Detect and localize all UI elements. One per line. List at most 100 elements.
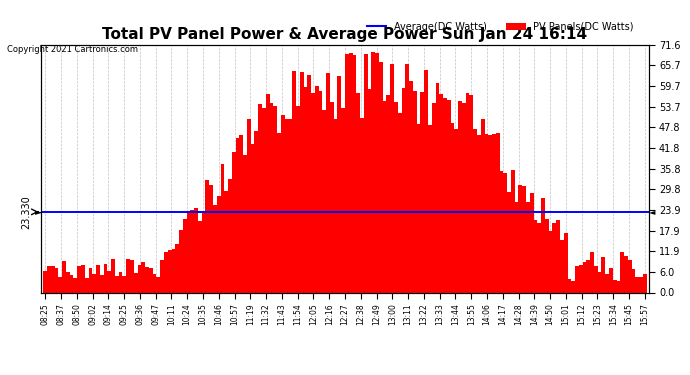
Bar	[409, 81, 413, 292]
Bar	[228, 179, 232, 292]
Bar	[500, 171, 504, 292]
Bar	[571, 280, 575, 292]
Bar	[326, 73, 330, 292]
Bar	[201, 213, 206, 292]
Bar	[258, 104, 262, 292]
Bar	[530, 193, 533, 292]
Bar	[511, 170, 515, 292]
Bar	[635, 277, 639, 292]
Bar	[319, 91, 322, 292]
Bar	[111, 259, 115, 292]
Bar	[504, 172, 507, 292]
Bar	[73, 278, 77, 292]
Bar	[235, 138, 239, 292]
Bar	[443, 98, 447, 292]
Bar	[190, 210, 194, 292]
Text: ►: ►	[35, 207, 41, 216]
Bar	[217, 196, 221, 292]
Bar	[47, 266, 51, 292]
Bar	[481, 119, 484, 292]
Bar	[553, 222, 556, 292]
Bar	[605, 274, 609, 292]
Bar	[631, 269, 635, 292]
Bar	[100, 275, 104, 292]
Bar	[620, 252, 624, 292]
Bar	[375, 53, 379, 292]
Bar	[255, 130, 258, 292]
Bar	[428, 126, 432, 292]
Bar	[541, 198, 545, 292]
Text: ◄: ◄	[649, 207, 655, 216]
Bar	[617, 281, 620, 292]
Bar	[273, 106, 277, 292]
Bar	[417, 124, 420, 292]
Bar	[88, 268, 92, 292]
Bar	[250, 144, 255, 292]
Bar	[458, 101, 462, 292]
Bar	[70, 275, 73, 292]
Bar	[386, 95, 391, 292]
Bar	[179, 230, 183, 292]
Bar	[296, 106, 299, 292]
Bar	[432, 104, 435, 292]
Bar	[394, 102, 398, 292]
Legend: Average(DC Watts), PV Panels(DC Watts): Average(DC Watts), PV Panels(DC Watts)	[363, 18, 638, 36]
Bar	[484, 134, 489, 292]
Bar	[119, 272, 123, 292]
Bar	[575, 266, 579, 292]
Bar	[126, 260, 130, 292]
Bar	[455, 129, 458, 292]
Bar	[168, 250, 172, 292]
Bar	[149, 268, 152, 292]
Bar	[104, 264, 108, 292]
Bar	[85, 278, 88, 292]
Bar	[613, 280, 617, 292]
Bar	[594, 266, 598, 292]
Bar	[492, 134, 496, 292]
Bar	[549, 231, 553, 292]
Bar	[77, 266, 81, 292]
Bar	[405, 64, 409, 292]
Bar	[342, 108, 345, 292]
Bar	[292, 70, 296, 292]
Bar	[545, 219, 549, 292]
Bar	[194, 208, 198, 292]
Bar	[507, 192, 511, 292]
Bar	[160, 260, 164, 292]
Bar	[152, 274, 157, 292]
Bar	[266, 94, 270, 292]
Bar	[51, 266, 55, 292]
Bar	[348, 53, 353, 292]
Bar	[115, 276, 119, 292]
Bar	[59, 277, 62, 292]
Bar	[145, 267, 149, 292]
Bar	[345, 54, 348, 292]
Bar	[598, 272, 602, 292]
Bar	[81, 265, 85, 292]
Bar	[560, 240, 564, 292]
Bar	[538, 224, 541, 292]
Bar	[108, 271, 111, 292]
Bar	[157, 277, 160, 292]
Bar	[330, 102, 334, 292]
Bar	[556, 220, 560, 292]
Bar	[522, 186, 526, 292]
Bar	[288, 119, 292, 292]
Bar	[304, 87, 307, 292]
Bar	[281, 114, 285, 292]
Bar	[221, 164, 224, 292]
Bar	[92, 274, 96, 292]
Bar	[391, 64, 394, 292]
Bar	[164, 252, 168, 292]
Bar	[334, 119, 337, 292]
Bar	[420, 92, 424, 292]
Bar	[55, 267, 59, 292]
Bar	[337, 76, 342, 292]
Bar	[447, 100, 451, 292]
Bar	[307, 75, 311, 292]
Bar	[186, 213, 190, 292]
Bar	[628, 261, 631, 292]
Bar	[440, 94, 443, 292]
Bar	[213, 205, 217, 292]
Bar	[435, 83, 440, 292]
